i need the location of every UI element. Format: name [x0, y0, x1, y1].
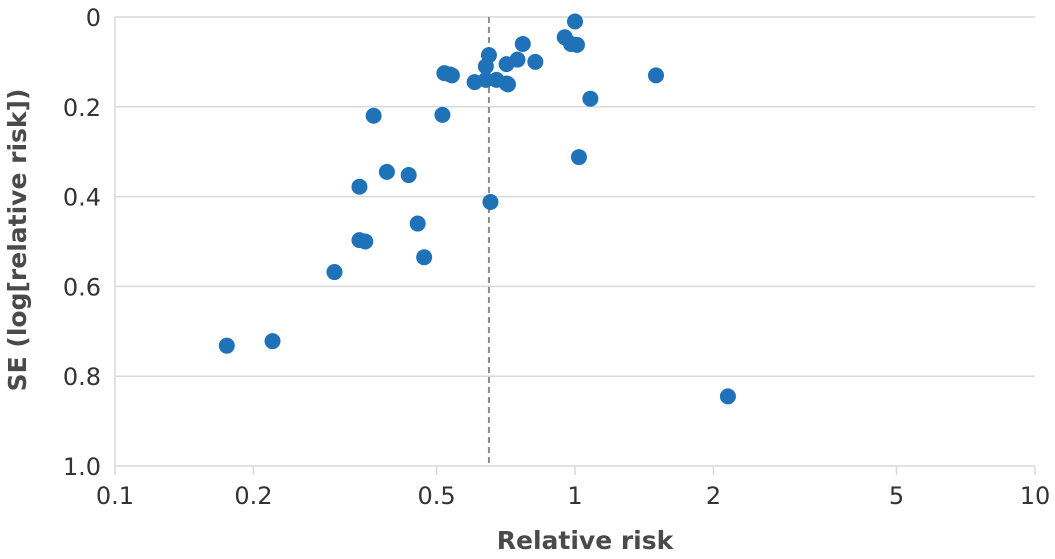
data-point — [568, 36, 585, 53]
data-point — [498, 75, 515, 92]
y-tick-label: 0.8 — [63, 363, 101, 391]
data-point — [365, 107, 382, 124]
data-point — [326, 264, 343, 281]
data-point — [482, 193, 499, 210]
y-tick-label: 1.0 — [63, 453, 101, 481]
data-points — [218, 13, 736, 405]
data-point — [527, 53, 544, 70]
x-tick-label: 1 — [567, 482, 582, 510]
data-point — [409, 215, 426, 232]
data-point — [719, 388, 736, 405]
data-point — [567, 13, 583, 30]
data-point — [434, 106, 451, 123]
data-point — [218, 337, 235, 354]
data-point — [498, 56, 515, 73]
axes — [114, 17, 1036, 475]
y-tick-label: 0.2 — [63, 94, 101, 122]
data-point — [477, 58, 494, 75]
data-point — [514, 35, 531, 52]
y-axis-title: SE (log[relative risk]) — [3, 89, 32, 392]
x-tick-label: 0.5 — [417, 482, 455, 510]
tick-labels: 0 0.2 0.4 0.6 0.8 1.00.1 0.2 0.5 1 2 5 10 — [63, 4, 1050, 510]
data-point — [264, 333, 281, 350]
data-point — [443, 67, 460, 84]
data-point — [582, 90, 599, 107]
x-tick-label: 0.2 — [234, 482, 272, 510]
data-point — [648, 67, 665, 84]
x-tick-label: 2 — [706, 482, 721, 510]
data-point — [466, 74, 483, 91]
data-point — [378, 163, 395, 180]
x-axis-title: Relative risk — [497, 526, 675, 555]
data-point — [416, 249, 433, 266]
x-tick-label: 0.1 — [96, 482, 134, 510]
data-point — [400, 167, 417, 184]
y-tick-label: 0.4 — [63, 184, 101, 212]
y-tick-label: 0.6 — [63, 273, 101, 301]
x-tick-label: 10 — [1020, 482, 1051, 510]
data-point — [570, 149, 587, 166]
gridlines — [115, 16, 1035, 377]
data-point — [351, 178, 368, 195]
data-point — [357, 233, 374, 250]
x-tick-label: 5 — [889, 482, 904, 510]
y-tick-label: 0 — [86, 4, 101, 32]
